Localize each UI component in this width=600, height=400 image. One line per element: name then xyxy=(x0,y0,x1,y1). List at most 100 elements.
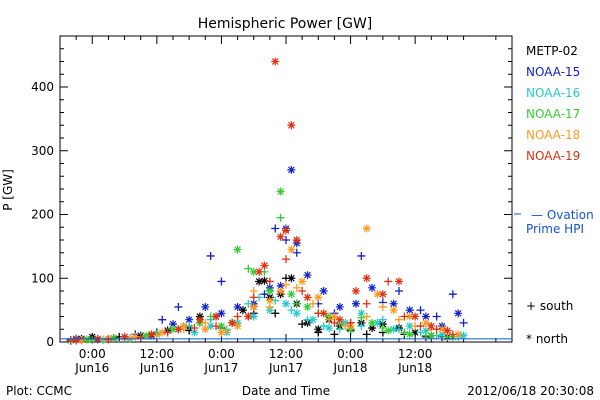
point-north-noaa-19 xyxy=(255,267,264,276)
point-north-metp-02 xyxy=(255,277,264,286)
point-south-noaa-15 xyxy=(271,224,280,233)
legend-ovation-line1: — Ovation xyxy=(531,208,594,222)
point-north-noaa-17 xyxy=(82,335,91,344)
point-north-noaa-19 xyxy=(174,325,183,334)
point-north-noaa-18 xyxy=(276,287,285,295)
series-noaa-17 xyxy=(82,187,457,345)
y-tick-label: 200 xyxy=(31,208,54,222)
point-north-noaa-19 xyxy=(260,261,269,270)
x-tick-label-time: 12:00 xyxy=(398,347,433,361)
point-north-noaa-19 xyxy=(282,226,290,235)
point-north-noaa-18 xyxy=(217,328,226,337)
point-north-noaa-18 xyxy=(298,277,307,286)
point-south-noaa-19 xyxy=(448,330,457,339)
point-north-noaa-16 xyxy=(373,318,382,327)
point-south-noaa-17 xyxy=(88,336,97,345)
point-north-noaa-15 xyxy=(233,302,242,311)
point-north-noaa-18 xyxy=(233,322,242,331)
point-south-metp-02 xyxy=(271,309,280,318)
point-north-metp-02 xyxy=(238,306,247,315)
point-north-metp-02 xyxy=(368,323,377,332)
y-tick-label: 100 xyxy=(31,271,54,285)
legend-ovation-line2: Prime HPI xyxy=(526,222,584,236)
x-tick-label-time: 0:00 xyxy=(208,347,235,361)
point-south-noaa-15 xyxy=(357,251,366,260)
legend: METP-02 NOAA-15 NOAA-16 NOAA-17 NOAA-18 NOAA-… xyxy=(526,44,580,163)
point-south-noaa-19 xyxy=(400,312,409,321)
point-north-noaa-16 xyxy=(389,325,398,334)
point-south-noaa-19 xyxy=(282,255,290,264)
point-south-noaa-17 xyxy=(357,313,366,322)
point-north-noaa-15 xyxy=(303,271,312,280)
plot-frame xyxy=(59,35,513,343)
point-north-noaa-15 xyxy=(185,315,194,324)
point-south-noaa-15 xyxy=(158,315,167,324)
point-north-noaa-17 xyxy=(287,290,296,299)
point-north-noaa-18 xyxy=(201,325,210,334)
point-south-noaa-18 xyxy=(308,299,317,308)
point-north-noaa-15 xyxy=(319,287,328,295)
point-north-noaa-18 xyxy=(287,245,296,254)
point-north-noaa-15 xyxy=(335,302,344,311)
point-south-noaa-15 xyxy=(292,248,301,257)
point-south-noaa-16 xyxy=(244,299,253,308)
point-north-noaa-19 xyxy=(395,277,403,286)
point-south-metp-02 xyxy=(298,320,307,329)
point-north-metp-02 xyxy=(287,274,296,283)
point-north-noaa-19 xyxy=(443,326,452,335)
point-south-noaa-19 xyxy=(416,322,425,331)
point-north-noaa-15 xyxy=(201,302,210,311)
point-north-noaa-17 xyxy=(276,187,285,196)
point-north-metp-02 xyxy=(411,328,420,337)
point-north-noaa-18 xyxy=(179,322,188,331)
point-south-noaa-15 xyxy=(282,236,290,244)
point-north-noaa-17 xyxy=(303,302,312,311)
point-north-noaa-18 xyxy=(330,312,339,321)
point-north-noaa-15 xyxy=(368,283,377,292)
x-tick-label-time: 0:00 xyxy=(337,347,364,361)
point-north-noaa-19 xyxy=(72,336,81,345)
point-north-noaa-18 xyxy=(421,318,430,327)
point-north-noaa-15 xyxy=(351,299,360,308)
series-noaa-19 xyxy=(66,57,457,345)
data-marks xyxy=(66,57,468,345)
point-south-noaa-17 xyxy=(244,264,253,273)
point-north-noaa-19 xyxy=(244,312,253,321)
point-north-noaa-19 xyxy=(212,312,221,321)
point-north-noaa-17 xyxy=(233,245,242,254)
x-tick-label-date: Jun18 xyxy=(397,361,432,375)
x-tick-label-date: Jun17 xyxy=(268,361,303,375)
point-north-noaa-18 xyxy=(373,290,382,299)
point-south-noaa-15 xyxy=(217,277,226,286)
y-tick-label: 300 xyxy=(31,144,54,158)
point-south-noaa-15 xyxy=(416,306,425,315)
point-north-noaa-15 xyxy=(421,312,430,321)
point-north-noaa-17 xyxy=(427,331,436,340)
point-south-noaa-19 xyxy=(265,277,274,286)
point-north-noaa-16 xyxy=(282,299,290,308)
point-south-noaa-19 xyxy=(66,336,75,345)
point-south-noaa-18 xyxy=(325,315,334,324)
point-north-noaa-15 xyxy=(287,165,296,174)
point-south-noaa-17 xyxy=(276,213,285,222)
point-north-noaa-19 xyxy=(292,236,301,244)
point-south-noaa-19 xyxy=(104,335,113,344)
x-tick-label-date: Jun18 xyxy=(333,361,368,375)
point-north-noaa-17 xyxy=(249,267,258,276)
point-north-noaa-19 xyxy=(120,332,129,341)
point-north-noaa-17 xyxy=(217,322,226,331)
point-north-noaa-18 xyxy=(265,296,274,305)
y-axis-ticks: 0 100 200 300 400 xyxy=(31,48,512,349)
x-tick-label-date: Jun16 xyxy=(139,361,174,375)
y-axis-label: P [GW] xyxy=(1,169,15,211)
point-north-noaa-17 xyxy=(265,287,274,295)
point-north-noaa-16 xyxy=(308,315,317,324)
point-south-noaa-19 xyxy=(233,312,242,321)
point-north-noaa-18 xyxy=(389,306,398,315)
point-north-noaa-19 xyxy=(195,315,204,324)
point-north-noaa-18 xyxy=(405,312,414,321)
point-south-noaa-16 xyxy=(287,306,296,315)
point-north-noaa-18 xyxy=(131,332,140,341)
point-north-noaa-19 xyxy=(228,318,237,327)
